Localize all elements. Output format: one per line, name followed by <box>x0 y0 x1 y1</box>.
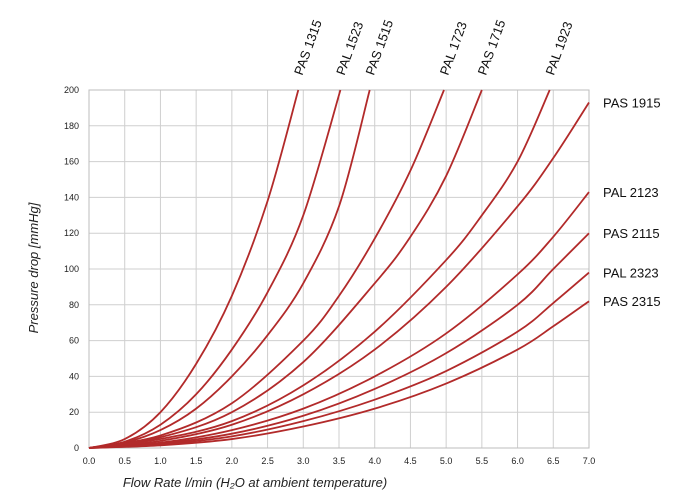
x-tick-label: 6.0 <box>511 456 524 466</box>
y-tick-label: 200 <box>64 85 79 95</box>
x-tick-label: 0.5 <box>118 456 131 466</box>
curve-label: PAL 2323 <box>603 266 659 281</box>
x-tick-label: 7.0 <box>583 456 596 466</box>
curve-pas-1915 <box>88 102 590 449</box>
curve-label: PAS 2115 <box>603 226 660 241</box>
y-tick-label: 20 <box>69 407 79 417</box>
x-tick-label: 1.5 <box>190 456 203 466</box>
x-axis-title: Flow Rate l/min (H₂O at ambient temperat… <box>123 475 387 490</box>
tick-labels: 0.0 0.5 1.0 1.5 2.0 2.5 3.0 3.5 4.0 4.5 5.0 5.5 6.0 6… <box>64 85 595 466</box>
curve-pas-1315 <box>88 89 300 449</box>
y-tick-label: 140 <box>64 192 79 202</box>
curve-label: PAL 1923 <box>542 20 575 77</box>
curve-pal-1923 <box>88 89 551 449</box>
curve-pal-1723 <box>88 89 445 449</box>
y-tick-label: 60 <box>69 336 79 346</box>
curve-pas-2115 <box>88 232 590 449</box>
curve-pas-2315 <box>88 300 590 449</box>
x-tick-label: 2.0 <box>226 456 239 466</box>
x-tick-label: 2.5 <box>261 456 274 466</box>
y-tick-label: 0 <box>74 443 79 453</box>
x-tick-label: 5.5 <box>476 456 489 466</box>
x-tick-label: 0.0 <box>83 456 96 466</box>
curve-label: PAS 1915 <box>603 96 661 111</box>
curve-label: PAL 1523 <box>333 20 366 77</box>
plot-frame <box>88 89 590 449</box>
x-tick-label: 3.5 <box>333 456 346 466</box>
curve-pas-1715 <box>88 89 483 449</box>
y-tick-label: 120 <box>64 228 79 238</box>
x-tick-label: 3.0 <box>297 456 310 466</box>
curve-label: PAS 1715 <box>475 18 509 77</box>
x-tick-label: 6.5 <box>547 456 560 466</box>
y-tick-label: 100 <box>64 264 79 274</box>
curve-label: PAS 1315 <box>291 18 325 77</box>
x-tick-label: 1.0 <box>154 456 167 466</box>
y-tick-label: 40 <box>69 371 79 381</box>
x-tick-label: 5.0 <box>440 456 453 466</box>
curve-pal-2323 <box>88 271 590 449</box>
y-tick-label: 80 <box>69 300 79 310</box>
curve-pas-1515 <box>88 89 371 449</box>
plot-border <box>88 89 590 449</box>
curves <box>88 89 590 449</box>
x-tick-label: 4.5 <box>404 456 417 466</box>
x-tick-label: 4.0 <box>368 456 381 466</box>
curve-label: PAL 1723 <box>437 20 470 77</box>
y-tick-label: 160 <box>64 157 79 167</box>
y-tick-label: 180 <box>64 121 79 131</box>
curve-pal-1523 <box>88 89 342 449</box>
curve-pal-2123 <box>88 191 590 449</box>
curve-label: PAS 1515 <box>362 18 396 77</box>
curve-label: PAL 2123 <box>603 185 659 200</box>
curve-label: PAS 2315 <box>603 294 661 309</box>
y-axis-title: Pressure drop [mmHg] <box>26 202 41 333</box>
